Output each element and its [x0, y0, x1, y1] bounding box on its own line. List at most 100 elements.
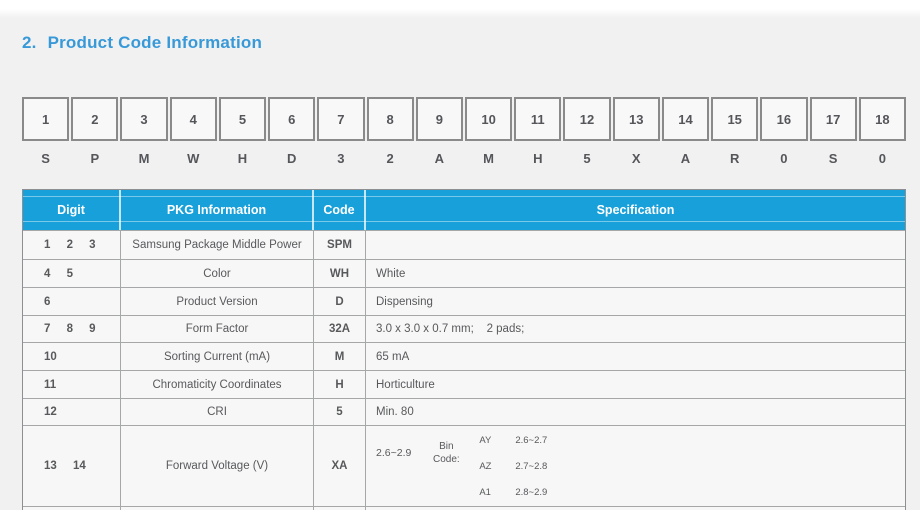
code-cell: H — [314, 371, 366, 398]
code-digit-box: 8 — [366, 97, 414, 141]
table-header-cell: PKG Information — [121, 190, 314, 230]
table-header-row: Digit PKG Information Code Specification — [23, 190, 905, 230]
pkg-cell: Chromaticity Coordinates — [121, 371, 314, 398]
top-highlight — [0, 0, 920, 18]
section-title: 2. Product Code Information — [22, 33, 262, 53]
code-letter: A — [680, 151, 691, 166]
code-digit-box: 11 — [514, 97, 562, 141]
bin-row: AZ 2.7~2.8 — [479, 461, 547, 472]
code-letter: H — [237, 151, 248, 166]
code-digit-box: 7 — [317, 97, 365, 141]
table-row: 1 2 3 Samsung Package Middle Power SPM — [23, 230, 905, 259]
code-digit-box: 1 — [22, 97, 70, 141]
digit-cell: 7 8 9 — [23, 316, 121, 342]
code-letter: X — [631, 151, 641, 166]
code-digit-box: 9 — [415, 97, 463, 141]
digit-cell: 4 5 — [23, 260, 121, 287]
bin-range: 2.7~2.8 — [515, 460, 548, 472]
spec-cell: Dispensing — [376, 295, 433, 308]
pkg-cell: Sorting Current (mA) — [121, 343, 314, 370]
table-header-cell: Digit — [23, 190, 121, 230]
section-number: 2. — [22, 33, 37, 52]
spec-cell: Horticulture — [376, 378, 435, 391]
digit-cell: 12 — [23, 399, 121, 425]
pkg-cell: Color — [121, 260, 314, 287]
product-code-digit-row: 1 2 3 4 5 6 7 8 9 10 11 12 13 14 15 16 17 18 — [22, 97, 906, 141]
digit-cell: 6 — [23, 288, 121, 315]
code-digit-box: 6 — [268, 97, 316, 141]
pkg-cell: Forward Voltage (V) — [121, 426, 314, 506]
code-letter: H — [533, 151, 543, 166]
code-digit-box: 5 — [218, 97, 267, 141]
spec-cell: White — [376, 267, 406, 280]
code-letter: 0 — [780, 151, 788, 166]
digit-cell: 11 — [23, 371, 121, 398]
code-digit-box: 16 — [760, 97, 808, 141]
table-row: 13 14 Forward Voltage (V) XA 2.6~2.9 Bin Cod… — [23, 425, 905, 506]
digit-cell: 1 2 3 — [23, 231, 121, 259]
table-header-cell: Code — [314, 190, 366, 230]
partial-row — [23, 506, 905, 510]
table-row: 7 8 9 Form Factor 32A 3.0 x 3.0 x 0.7 mm; 2… — [23, 315, 905, 342]
bin-row: A1 2.8~2.9 — [479, 487, 547, 498]
pkg-cell: CRI — [121, 399, 314, 425]
code-digit-box: 14 — [661, 97, 710, 141]
spec-cell: 65 mA — [376, 350, 410, 363]
code-digit-box: 4 — [169, 97, 217, 141]
pkg-cell: Samsung Package Middle Power — [121, 231, 314, 259]
digit-cell — [23, 507, 121, 510]
bin-range: 2.8~2.9 — [515, 486, 548, 498]
product-code-letter-row: S P M W H D 3 2 A M H 5 X A R 0 S 0 — [22, 151, 906, 166]
bin-range: 2.6~2.7 — [515, 434, 548, 446]
code-letter: S — [828, 151, 838, 166]
digit-cell: 10 — [23, 343, 121, 370]
bin-list: AY 2.6~2.7 AZ 2.7~2.8 A1 2.8~2.9 — [479, 426, 547, 506]
code-letter: W — [187, 151, 200, 166]
code-digit-box: 13 — [612, 97, 660, 141]
code-letter: M — [138, 151, 150, 166]
code-letter: D — [287, 151, 297, 166]
table-row: 6 Product Version D Dispensing — [23, 287, 905, 315]
product-code-table: Digit PKG Information Code Specification 1 … — [22, 189, 906, 510]
spec-cell: 2.6~2.9 Bin Code: AY 2.6~2.7 AZ 2.7~2.8 A1 2.8~… — [366, 426, 905, 506]
code-cell: SPM — [314, 231, 366, 259]
code-cell: WH — [314, 260, 366, 287]
code-digit-box: 3 — [120, 97, 168, 141]
code-cell: 5 — [314, 399, 366, 425]
spec-cell: Min. 80 — [376, 406, 414, 418]
table-row: 4 5 Color WH White — [23, 259, 905, 287]
pkg-cell: Product Version — [121, 288, 314, 315]
code-letter: 5 — [583, 151, 591, 166]
section-title-text: Product Code Information — [47, 33, 263, 52]
code-digit-box: 18 — [858, 97, 906, 141]
code-letter: 2 — [386, 151, 394, 166]
code-letter: S — [41, 151, 50, 166]
code-digit-box: 15 — [711, 97, 759, 141]
code-digit-box: 2 — [71, 97, 119, 141]
pkg-cell — [121, 507, 314, 510]
table-row: 12 CRI 5 Min. 80 — [23, 398, 905, 425]
table-row: 11 Chromaticity Coordinates H Horticulture — [23, 370, 905, 398]
spec-cell — [366, 231, 905, 259]
code-letter: 3 — [337, 151, 345, 166]
code-letter: A — [434, 151, 445, 166]
code-letter: R — [729, 151, 740, 166]
bin-code: AZ — [479, 460, 492, 472]
code-cell: 32A — [314, 316, 366, 342]
spec-main-range: 2.6~2.9 — [376, 447, 412, 459]
code-letter: 0 — [878, 151, 886, 166]
code-cell: M — [314, 343, 366, 370]
code-letter: M — [483, 151, 494, 166]
table-header-cell: Specification — [596, 203, 675, 217]
pkg-cell: Form Factor — [121, 316, 314, 342]
code-digit-box: 10 — [464, 97, 513, 141]
code-letter: P — [90, 151, 100, 166]
code-cell: XA — [314, 426, 366, 506]
bin-code-label: Bin Code: — [432, 441, 460, 465]
spec-cell: 3.0 x 3.0 x 0.7 mm; 2 pads; — [376, 323, 525, 335]
bin-code: A1 — [479, 486, 491, 498]
bin-row: AY 2.6~2.7 — [479, 435, 547, 446]
table-row: 10 Sorting Current (mA) M 65 mA — [23, 342, 905, 370]
